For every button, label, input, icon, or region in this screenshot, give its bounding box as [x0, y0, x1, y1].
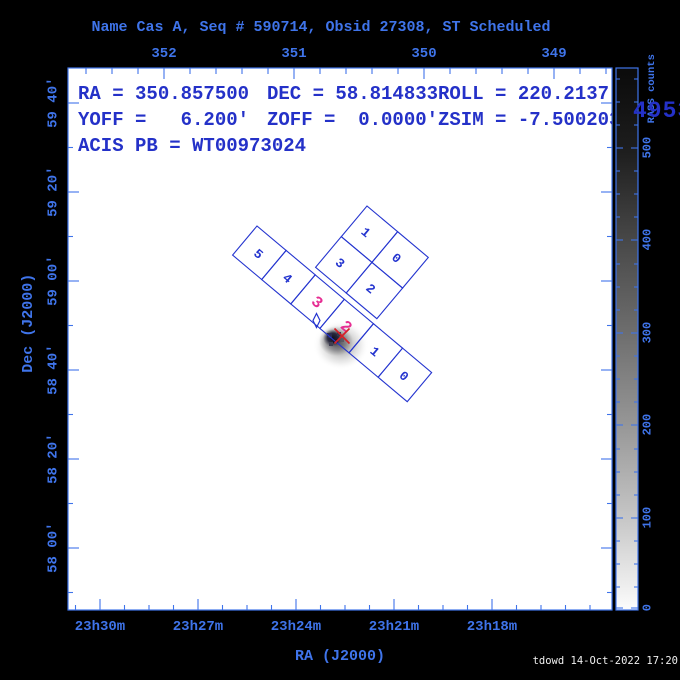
colorbar-tick-label: 0 [640, 604, 655, 612]
colorbar-max-value: 4953 [633, 98, 680, 124]
info-value: ROLL = 220.2137 [438, 83, 610, 105]
x-axis-top-tick-label: 351 [281, 46, 307, 62]
info-value: YOFF = 6.200' [78, 109, 250, 131]
info-value: DEC = 58.814833 [267, 83, 439, 105]
x-axis-bottom-tick-label: 23h18m [466, 619, 518, 635]
colorbar-tick-label: 100 [640, 506, 655, 529]
credit-timestamp: tdowd 14-Oct-2022 17:20 [532, 655, 678, 667]
y-axis-title: Dec (J2000) [19, 273, 37, 373]
info-value: ZOFF = 0.0000' [267, 109, 439, 131]
aimpoint-diamond-icon [312, 312, 321, 329]
x-axis-bottom-tick-label: 23h21m [368, 619, 420, 635]
x-axis-bottom-tick-label: 23h27m [172, 619, 224, 635]
x-axis-top-tick-label: 350 [411, 46, 437, 62]
y-axis-tick-label: 59 00' [45, 255, 62, 306]
page-title: Name Cas A, Seq # 590714, Obsid 27308, S… [91, 19, 551, 36]
plot-frame [67, 67, 613, 611]
y-axis-tick-label: 58 20' [45, 433, 62, 484]
colorbar-tick-label: 200 [640, 413, 655, 436]
x-axis-bottom-tick-label: 23h24m [270, 619, 322, 635]
info-value: ZSIM = -7.500203 [438, 109, 612, 131]
x-axis-top-tick-label: 349 [541, 46, 567, 62]
y-axis-tick-label: 59 40' [45, 77, 62, 128]
colorbar [615, 67, 639, 611]
x-axis-bottom-tick-label: 23h30m [74, 619, 126, 635]
colorbar-tick-label: 400 [640, 228, 655, 251]
axis-ticks [68, 68, 612, 610]
y-axis-tick-label: 59 20' [45, 166, 62, 217]
target-x-marker-icon [333, 327, 351, 345]
x-axis-title: RA (J2000) [294, 648, 385, 665]
x-axis-top-tick-label: 352 [151, 46, 177, 62]
y-axis-tick-label: 58 00' [45, 522, 62, 573]
info-value: ACIS PB = WT00973024 [78, 135, 307, 157]
info-text-block: RA = 350.857500 DEC = 58.814833 ROLL = 220… [68, 68, 612, 610]
colorbar-tick-label: 300 [640, 321, 655, 344]
colorbar-tick-label: 500 [640, 136, 655, 159]
colorbar-ticks [616, 78, 638, 609]
y-axis-tick-label: 58 40' [45, 344, 62, 395]
info-value: RA = 350.857500 [78, 83, 250, 105]
